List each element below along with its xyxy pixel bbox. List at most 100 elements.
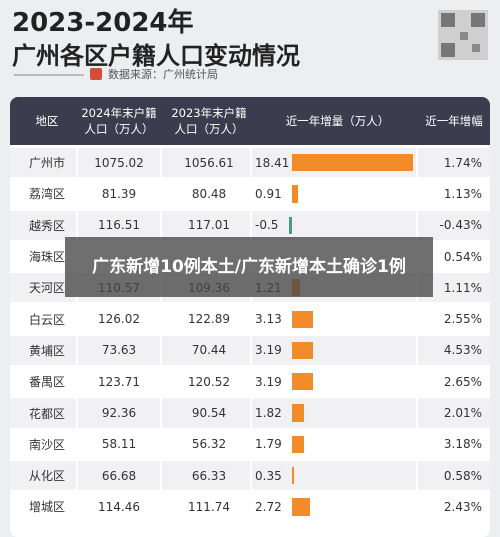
column-separator [250, 492, 252, 522]
cell: 0.91 [255, 186, 282, 201]
column-separator [250, 461, 252, 491]
cell: 0.58% [443, 468, 482, 483]
cell: 120.52 [188, 374, 230, 389]
increase-bar [288, 216, 292, 234]
increase-bar [292, 341, 313, 360]
title-line2: 广州各区户籍人口变动情况 [12, 42, 300, 70]
cell: 天河区 [28, 281, 65, 296]
column-separator [76, 429, 78, 459]
cell: 81.39 [101, 186, 137, 201]
cell: 3.18% [443, 437, 482, 452]
cell: 白云区 [28, 312, 65, 327]
cell: 黄埔区 [28, 343, 65, 358]
increase-bar [292, 373, 313, 391]
cell: 3.19 [255, 343, 282, 358]
cell: 增城区 [28, 500, 65, 515]
increase-bar [292, 498, 310, 516]
cell: 3.19 [255, 374, 282, 389]
column-separator [160, 179, 162, 209]
column-separator [76, 335, 78, 366]
cell: 116.51 [98, 218, 140, 233]
column-separator [250, 179, 252, 209]
cell: 海珠区 [28, 250, 65, 265]
column-separator [416, 179, 418, 209]
cell: 66.68 [101, 468, 137, 483]
cell: 117.01 [188, 218, 230, 233]
cell: 4.53% [443, 343, 482, 358]
column-separator [250, 335, 252, 366]
cell: 越秀区 [28, 218, 65, 233]
cell: -0.43% [439, 218, 482, 233]
column-header: 近一年增量（万人） [285, 114, 390, 128]
column-separator [416, 210, 418, 240]
column-separator [416, 429, 418, 459]
cell: 122.89 [188, 312, 230, 327]
cell: 70.44 [191, 343, 227, 358]
cell: 80.48 [191, 186, 227, 201]
column-separator [416, 492, 418, 522]
column-separator [250, 429, 252, 459]
column-separator [250, 148, 252, 178]
cell: 2.72 [255, 499, 282, 514]
table-card: 地区 2024年末户籍人口（万人） 2023年末户籍人口（万人） 近一年增量（万人） 近… [10, 97, 490, 537]
increase-bar [292, 467, 295, 485]
column-separator [160, 461, 162, 491]
cell: 73.63 [101, 343, 137, 358]
qr-code [438, 10, 488, 60]
cell: 90.54 [191, 406, 227, 421]
increase-bar [292, 310, 313, 328]
cell: 荔湾区 [28, 187, 65, 202]
increase-bar [292, 185, 298, 203]
column-separator [76, 492, 78, 522]
column-separator [76, 210, 78, 240]
column-header: 近一年增幅 [425, 114, 483, 128]
cell: 1.79 [255, 437, 282, 452]
column-separator [416, 335, 418, 366]
cell: 1.82 [255, 406, 282, 421]
column-separator [416, 367, 418, 397]
title-line1: 2023-2024年 [12, 8, 194, 38]
increase-bar [292, 435, 304, 453]
column-separator [250, 210, 252, 240]
cell: 0.35 [255, 468, 282, 483]
cell: 2.43% [443, 499, 482, 514]
cell: 1.11% [443, 280, 482, 295]
column-separator [76, 304, 78, 334]
cell: 66.33 [191, 468, 227, 483]
column-header: 2023年末户籍人口（万人） [171, 106, 247, 136]
cell: 1056.61 [184, 155, 234, 170]
column-header: 地区 [35, 114, 59, 128]
news-overlay[interactable]: 广东新增10例本土/广东新增本土确诊1例 [65, 237, 433, 297]
cell: 广州市 [28, 156, 65, 171]
column-separator [250, 398, 252, 428]
cell: 2.65% [443, 374, 482, 389]
column-separator [160, 492, 162, 522]
divider [14, 74, 84, 76]
column-separator [250, 367, 252, 397]
cell: 3.13 [255, 312, 282, 327]
cell: 0.54% [443, 249, 482, 264]
cell: 92.36 [101, 406, 137, 421]
column-separator [250, 304, 252, 334]
cell: 1.74% [443, 155, 482, 170]
cell: 114.46 [98, 499, 140, 514]
source: 数据来源：广州统计局 [108, 68, 218, 81]
column-separator [416, 304, 418, 334]
column-separator [416, 148, 418, 178]
column-separator [160, 304, 162, 334]
column-separator [76, 367, 78, 397]
cell: -0.5 [255, 218, 279, 233]
source-icon [90, 68, 102, 80]
column-separator [160, 429, 162, 459]
column-separator [160, 367, 162, 397]
cell: 1.13% [443, 186, 482, 201]
column-separator [76, 461, 78, 491]
cell: 从化区 [28, 469, 65, 484]
cell: 123.71 [98, 374, 140, 389]
column-separator [160, 148, 162, 178]
column-separator [76, 398, 78, 428]
cell: 111.74 [188, 499, 230, 514]
column-separator [416, 398, 418, 428]
cell: 126.02 [98, 312, 140, 327]
